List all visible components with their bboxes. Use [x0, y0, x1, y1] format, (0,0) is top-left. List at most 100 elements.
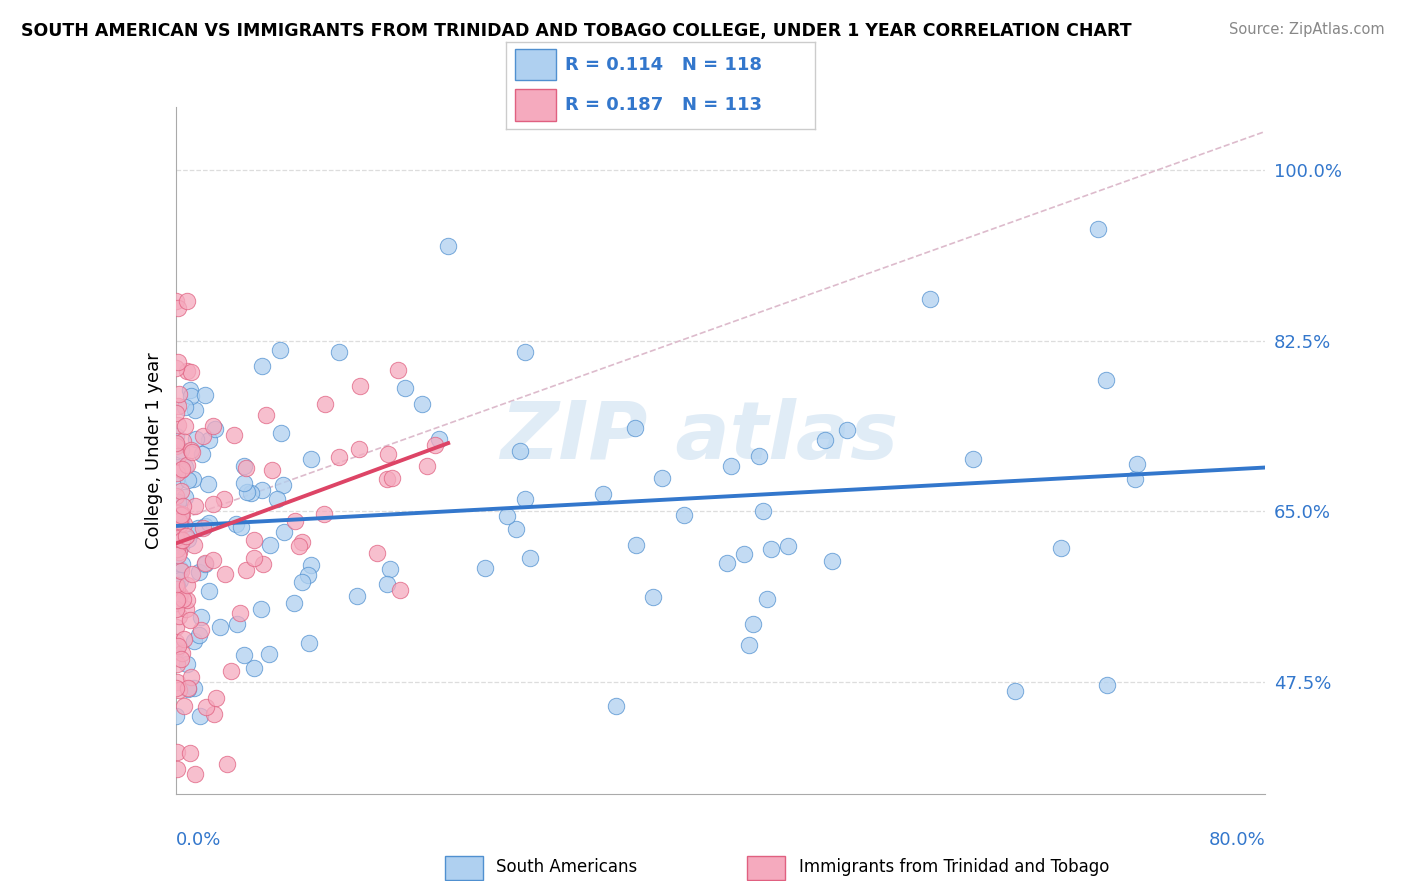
Point	[347, 442, 370, 456]
Point	[167, 639, 190, 653]
Point	[167, 545, 190, 559]
Point	[166, 582, 188, 596]
Point	[291, 535, 314, 549]
Point	[177, 681, 200, 696]
Point	[180, 445, 202, 459]
Point	[166, 418, 188, 433]
Point	[165, 634, 187, 648]
Point	[172, 434, 194, 448]
Point	[191, 447, 214, 461]
Point	[814, 434, 837, 448]
Point	[505, 522, 527, 536]
Point	[187, 520, 209, 534]
Point	[297, 567, 319, 582]
Point	[605, 698, 627, 713]
Point	[225, 617, 247, 632]
Point	[166, 579, 188, 593]
Point	[215, 756, 238, 771]
Point	[250, 602, 273, 616]
Point	[165, 436, 187, 450]
Point	[165, 475, 187, 490]
Point	[198, 516, 221, 531]
Point	[259, 538, 281, 552]
Point	[170, 462, 193, 476]
Point	[194, 519, 217, 533]
Point	[243, 533, 266, 547]
Point	[167, 449, 190, 463]
Point	[180, 443, 202, 458]
Point	[349, 379, 371, 393]
Point	[328, 450, 350, 464]
Point	[176, 592, 198, 607]
Point	[291, 575, 314, 590]
Point	[166, 762, 188, 776]
Point	[184, 432, 207, 446]
Point	[381, 471, 404, 485]
Text: R = 0.187   N = 113: R = 0.187 N = 113	[565, 95, 762, 114]
Point	[437, 238, 460, 252]
Point	[173, 632, 195, 646]
Point	[176, 458, 198, 473]
Point	[387, 363, 409, 377]
Text: R = 0.114   N = 118: R = 0.114 N = 118	[565, 55, 762, 74]
Point	[167, 386, 190, 401]
Point	[169, 539, 191, 553]
Point	[170, 508, 193, 523]
Point	[165, 360, 187, 375]
Text: SOUTH AMERICAN VS IMMIGRANTS FROM TRINIDAD AND TOBAGO COLLEGE, UNDER 1 YEAR CORR: SOUTH AMERICAN VS IMMIGRANTS FROM TRINID…	[21, 22, 1132, 40]
Point	[170, 484, 193, 499]
Point	[720, 458, 742, 473]
Point	[179, 383, 201, 397]
Point	[165, 437, 187, 451]
Point	[177, 473, 200, 487]
Point	[169, 562, 191, 576]
Point	[592, 487, 614, 501]
Point	[165, 406, 187, 420]
Point	[172, 500, 194, 514]
Point	[169, 516, 191, 531]
Point	[411, 396, 433, 410]
Point	[314, 507, 336, 521]
Point	[1049, 541, 1071, 555]
Point	[283, 596, 305, 610]
Point	[202, 418, 225, 433]
Point	[918, 293, 941, 307]
Point	[174, 419, 197, 434]
Point	[181, 472, 204, 486]
Point	[232, 648, 254, 663]
Point	[167, 591, 190, 605]
Point	[174, 529, 197, 543]
Point	[167, 682, 190, 697]
Point	[193, 520, 215, 534]
Point	[170, 463, 193, 477]
Point	[176, 577, 198, 591]
Point	[173, 516, 195, 531]
Point	[166, 745, 188, 759]
Point	[284, 514, 307, 528]
Point	[346, 589, 368, 603]
Point	[193, 388, 215, 402]
Point	[183, 681, 205, 696]
Point	[170, 443, 193, 458]
Point	[778, 539, 800, 553]
Point	[165, 681, 187, 695]
Point	[651, 470, 673, 484]
Point	[167, 535, 190, 549]
Point	[748, 450, 770, 464]
Point	[755, 592, 778, 607]
Point	[167, 355, 190, 369]
Point	[643, 590, 665, 604]
Point	[166, 541, 188, 556]
Point	[270, 426, 292, 441]
Point	[1087, 222, 1109, 236]
Point	[242, 551, 264, 566]
Point	[172, 533, 194, 548]
Point	[165, 643, 187, 657]
Point	[314, 396, 336, 410]
Point	[208, 620, 231, 634]
Point	[375, 472, 398, 486]
Point	[235, 563, 257, 577]
Point	[176, 681, 198, 695]
Point	[190, 623, 212, 637]
Point	[184, 402, 207, 417]
